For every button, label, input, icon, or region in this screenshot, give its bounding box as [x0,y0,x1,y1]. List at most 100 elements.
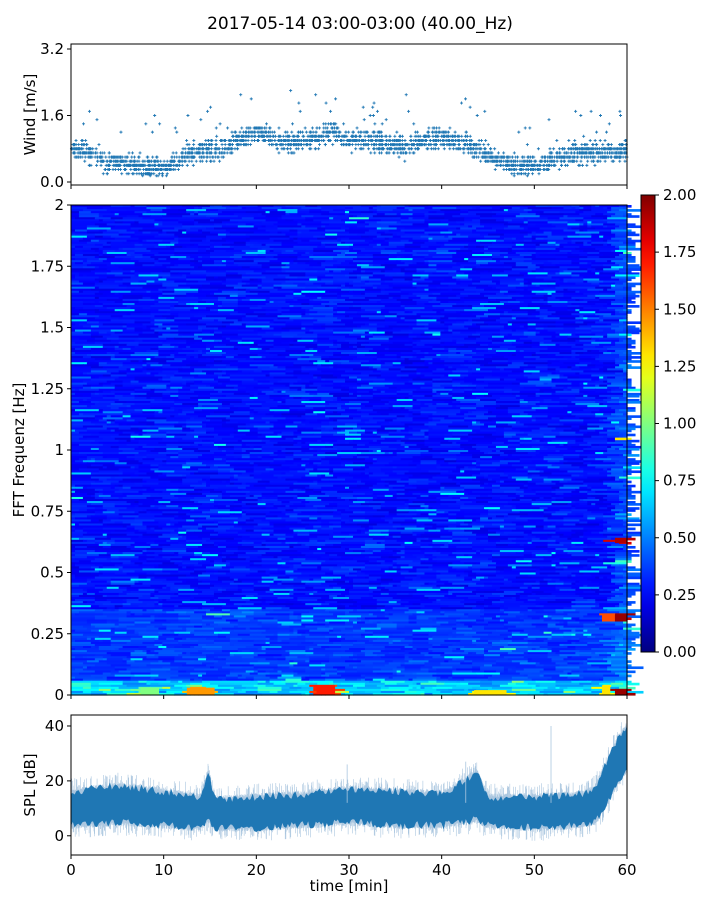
wind-point [586,159,590,163]
wind-point [107,151,111,155]
wind-point [351,130,355,134]
wind-point [559,163,563,167]
wind-point [78,155,82,159]
wind-point [499,163,503,167]
wind-point [466,134,470,138]
wind-point [400,138,404,142]
wind-point [350,151,354,155]
wind-point [190,159,194,163]
wind-point [489,147,493,151]
wind-point [531,172,535,176]
wind-point [404,93,408,97]
wind-point [598,114,602,117]
wind-point [555,138,559,142]
wind-point [209,105,213,109]
wind-point [87,163,91,167]
wind-point [249,97,253,101]
wind-point [105,172,109,176]
wind-point [484,138,488,142]
wind-point [407,109,411,113]
wind-point [333,126,337,130]
wind-point [368,114,372,117]
wind-point [520,155,524,159]
wind-point [246,143,250,147]
wind-point [375,109,379,113]
wind-point [204,138,208,142]
wind-point [598,138,602,142]
wind-point [317,147,321,151]
wind-point [161,172,165,176]
wind-point [369,151,373,155]
wind-point [113,168,117,172]
wind-point [512,151,516,155]
wind-point [181,147,185,151]
wind-point [288,147,292,151]
wind-point [502,168,506,172]
wind-point [580,143,584,147]
wind-point [525,143,529,147]
wind-point [565,163,569,167]
wind-point [363,134,367,138]
wind-point [198,159,202,163]
wind-point [413,134,417,138]
wind-point [552,147,556,151]
wind-point [462,151,466,155]
wind-point [120,172,124,176]
wind-point [347,130,351,134]
wind-point [144,122,148,126]
wind-point [350,143,354,147]
wind-point [559,159,563,163]
wind-point [468,134,472,138]
wind-point [240,126,244,130]
wind-point [281,134,285,138]
wind-point [209,147,213,151]
wind-point [162,159,166,163]
wind-point [218,122,222,126]
wind-point [223,143,227,147]
wind-point [119,130,123,134]
wind-point [480,138,484,142]
wind-point [185,163,189,167]
wind-point [82,122,86,126]
wind-point [253,138,257,142]
wind-point [429,147,433,151]
wind-point [264,122,268,126]
wind-point [579,114,583,117]
wind-point [619,114,623,117]
wind-point [248,126,252,130]
wind-point [199,118,203,122]
wind-point [194,159,198,163]
wind-point [482,143,486,147]
wind-point [413,147,417,151]
wind-point [567,138,571,142]
wind-point [138,151,142,155]
wind-point [547,118,551,122]
wind-point [180,159,184,163]
wind-point [186,114,190,117]
wind-point [205,159,209,163]
wind-point [623,159,627,163]
wind-point [220,143,224,147]
wind-point [525,159,529,163]
wind-point [159,159,163,163]
wind-point [332,134,336,138]
wind-point [367,138,371,142]
wind-point [483,109,487,113]
wind-point [567,147,571,151]
wind-point [230,143,234,147]
wind-point [361,105,365,109]
wind-ytick-label: 1.6 [40,107,64,125]
wind-point [342,122,346,126]
wind-point [318,143,322,147]
wind-point [87,109,91,113]
wind-point [460,101,464,105]
wind-point [324,101,328,105]
wind-point [454,147,458,151]
wind-point [153,114,157,117]
wind-point [403,159,407,163]
wind-point [479,159,483,163]
wind-point [605,130,609,134]
wind-point [562,151,566,155]
wind-point [156,159,160,163]
wind-point [451,147,455,151]
